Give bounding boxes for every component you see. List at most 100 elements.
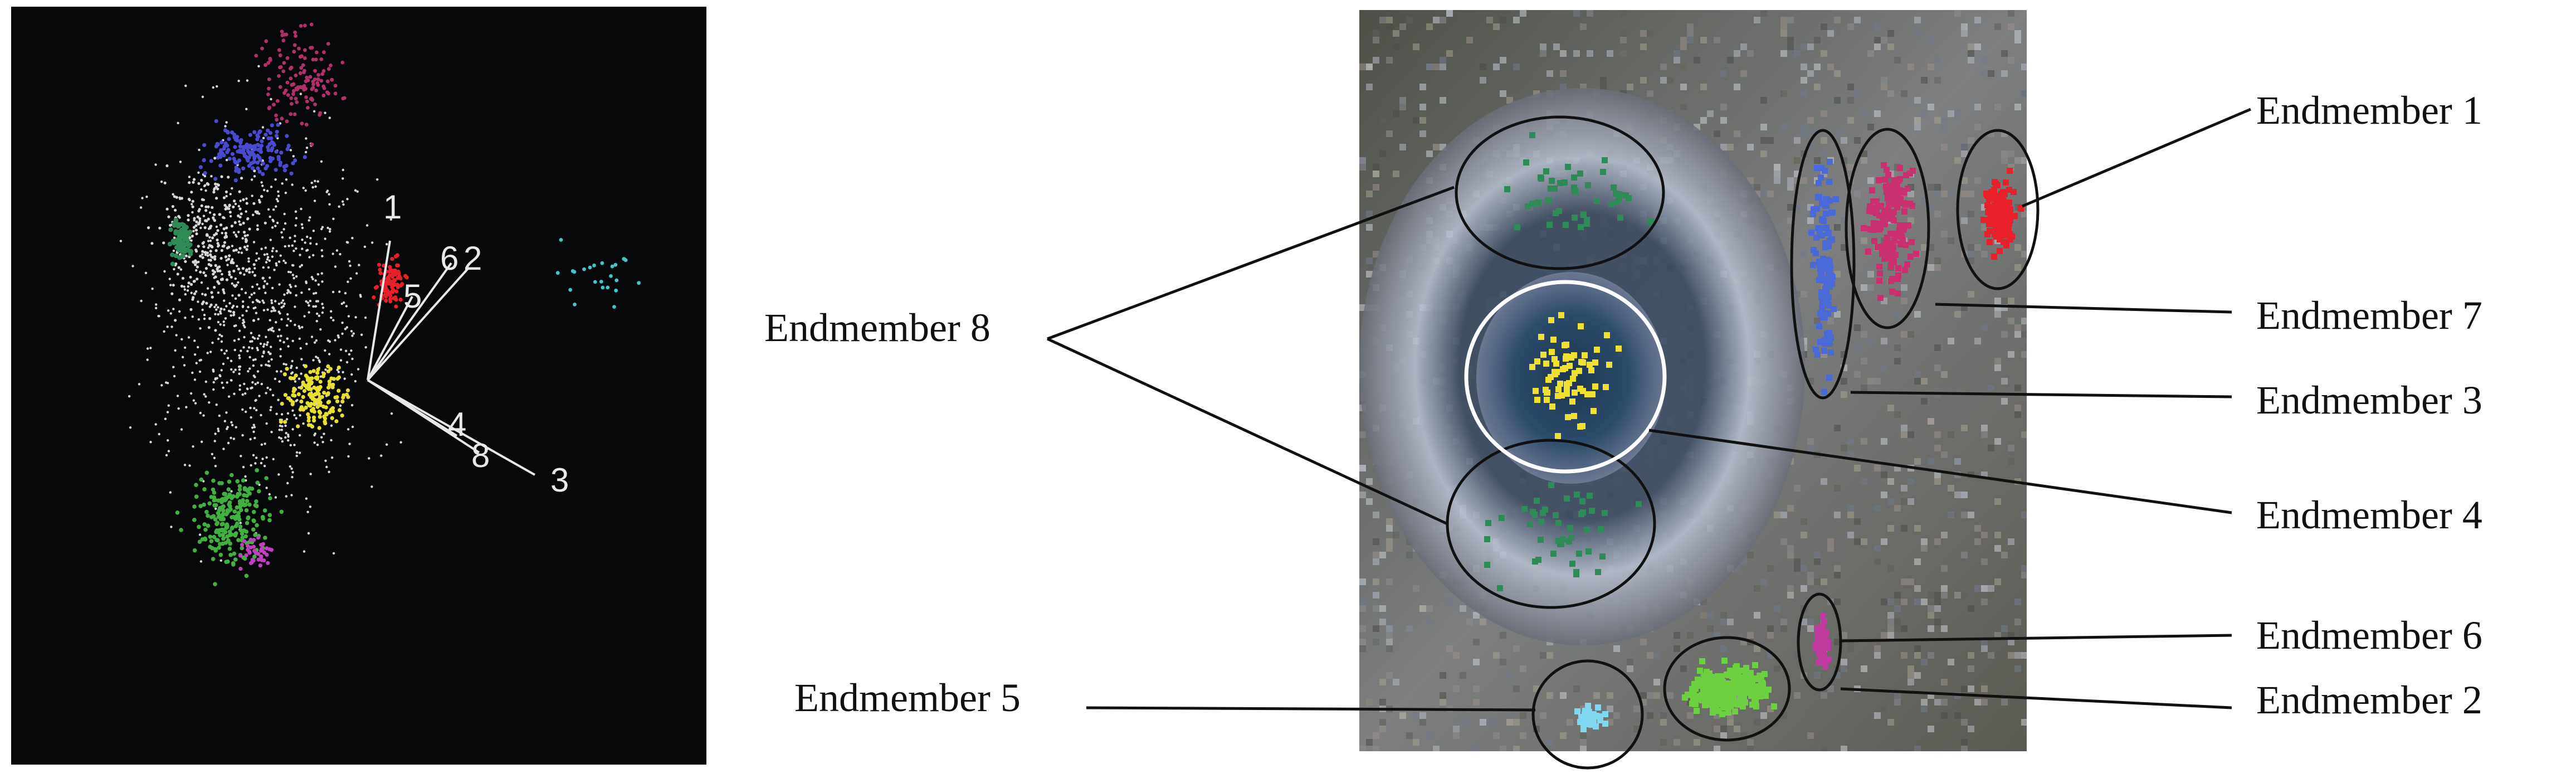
scatter-point-background xyxy=(212,388,215,391)
scatter-point-background xyxy=(200,440,203,443)
scatter-point-background xyxy=(218,269,222,273)
scatter-point-background xyxy=(228,254,231,257)
scatter-point-background xyxy=(321,441,324,444)
scatter-point-background xyxy=(281,440,284,443)
scatter-point-background xyxy=(188,464,191,467)
scatter-point-background xyxy=(300,291,303,294)
scatter-point-background xyxy=(269,408,272,411)
scatter-point-background xyxy=(341,371,344,373)
scatter-point-red xyxy=(388,294,393,298)
scatter-point-background xyxy=(349,277,352,280)
leader-endmember-7 xyxy=(1935,303,2232,314)
scatter-point-background xyxy=(285,363,287,366)
scatter-point-dark-green xyxy=(172,240,177,246)
scatter-point-background xyxy=(253,175,256,178)
scatter-point-background xyxy=(291,359,294,363)
scatter-point-background xyxy=(291,409,294,412)
scatter-point-background xyxy=(281,236,284,239)
scatter-point-background xyxy=(270,329,273,332)
scatter-point-background xyxy=(194,248,198,252)
scatter-point-background xyxy=(313,110,316,113)
scatter-point-background xyxy=(306,301,310,304)
scatter-point-magenta xyxy=(299,66,303,70)
scatter-point-background xyxy=(251,285,254,288)
scatter-point-background xyxy=(215,197,218,200)
scatter-point-blue xyxy=(238,140,243,145)
scatter-point-background xyxy=(228,302,231,305)
circle-endmember-5 xyxy=(1531,659,1644,770)
scatter-point-background xyxy=(193,279,196,283)
scatter-point-blue xyxy=(257,169,262,174)
scatter-point-blue xyxy=(261,172,265,176)
scatter-point-background xyxy=(331,456,334,459)
scatter-point-background xyxy=(297,325,300,328)
scatter-point-background xyxy=(225,159,228,162)
scatter-point-blue xyxy=(233,178,238,183)
scatter-point-background xyxy=(230,261,233,264)
scatter-point-background xyxy=(232,310,236,314)
scatter-point-background xyxy=(260,443,264,446)
scatter-point-background xyxy=(364,346,367,349)
scatter-point-background xyxy=(265,392,267,395)
scatter-point-background xyxy=(164,417,167,420)
scatter-point-background xyxy=(225,278,228,281)
scatter-point-background xyxy=(275,321,277,324)
scatter-point-background xyxy=(211,206,214,209)
scatter-point-background xyxy=(284,245,286,248)
scatter-point-background xyxy=(295,294,297,297)
scatter-point-background xyxy=(196,265,199,269)
scatter-point-background xyxy=(178,196,181,199)
scatter-point-background xyxy=(289,291,292,294)
scatter-point-background xyxy=(266,256,270,259)
scatter-point-background xyxy=(179,161,182,163)
scatter-point-yellow xyxy=(331,409,335,414)
scatter-point-background xyxy=(160,180,163,183)
scatter-point-blue xyxy=(234,166,238,170)
scatter-point-background xyxy=(207,240,210,242)
scatter-point-background xyxy=(224,255,228,259)
scatter-point-background xyxy=(226,427,228,430)
scatter-point-magenta xyxy=(268,58,272,62)
scatter-point-background xyxy=(334,339,336,342)
scatter-point-red xyxy=(391,283,396,288)
scatter-point-background xyxy=(248,270,251,274)
scatter-point-background xyxy=(181,356,184,358)
scatter-point-background xyxy=(279,355,282,358)
scatter-point-background xyxy=(290,372,293,375)
scatter-point-background xyxy=(201,293,204,295)
scatter-point-background xyxy=(315,242,318,246)
scatter-point-background xyxy=(254,399,257,402)
scatter-point-background xyxy=(316,357,319,359)
scatter-point-background xyxy=(165,207,169,211)
scatter-point-background xyxy=(240,455,242,458)
scatter-point-background xyxy=(131,265,134,268)
scatter-point-blue xyxy=(267,142,272,147)
scatter-point-background xyxy=(300,207,303,211)
scatter-point-background xyxy=(266,386,269,390)
scatter-point-background xyxy=(235,235,238,238)
scatter-point-background xyxy=(256,370,260,373)
scatter-point-background xyxy=(151,287,154,290)
scatter-point-background xyxy=(287,270,290,274)
scatter-point-background xyxy=(260,247,263,250)
scatter-point-magenta xyxy=(329,64,333,67)
scatter-point-background xyxy=(140,299,143,303)
scatter-point-background xyxy=(187,214,190,217)
scatter-point-magenta xyxy=(289,66,292,71)
scatter-point-background xyxy=(278,380,281,383)
scatter-point-background xyxy=(265,261,268,264)
scatter-point-background xyxy=(219,307,223,310)
scatter-point-background xyxy=(189,308,193,312)
scatter-point-background xyxy=(299,254,301,256)
scatter-point-background xyxy=(240,251,243,254)
scatter-point-blue xyxy=(256,143,261,148)
scatter-point-background xyxy=(175,196,178,199)
label-endmember-5: Endmember 5 xyxy=(794,675,1021,720)
scatter-point-background xyxy=(245,268,248,271)
scatter-point-blue xyxy=(278,163,282,167)
scatter-point-magenta xyxy=(305,99,309,104)
scatter-point-background xyxy=(280,301,283,304)
scatter-point-background xyxy=(217,427,219,430)
scatter-point-yellow xyxy=(333,395,338,400)
scatter-point-background xyxy=(201,256,204,259)
